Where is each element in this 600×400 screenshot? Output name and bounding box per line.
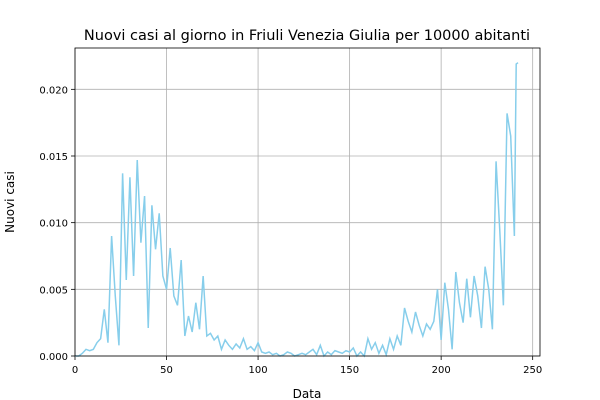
x-tick-label: 200 xyxy=(432,365,451,376)
chart-title: Nuovi casi al giorno in Friuli Venezia G… xyxy=(84,28,530,44)
x-tick-label: 100 xyxy=(249,365,268,376)
x-tick-label: 250 xyxy=(523,365,542,376)
y-axis-label: Nuovi casi xyxy=(3,171,17,233)
y-tick-label: 0.020 xyxy=(39,85,68,96)
y-tick-label: 0.015 xyxy=(39,152,68,163)
y-tick-label: 0.000 xyxy=(39,352,68,363)
y-tick-label: 0.005 xyxy=(39,285,68,296)
y-tick-label: 0.010 xyxy=(39,219,68,230)
x-tick-label: 0 xyxy=(72,365,78,376)
plot-frame xyxy=(74,47,541,357)
x-tick-label: 50 xyxy=(160,365,173,376)
data-line xyxy=(75,62,519,358)
x-tick-label: 150 xyxy=(340,365,359,376)
x-axis-label: Data xyxy=(293,387,322,400)
